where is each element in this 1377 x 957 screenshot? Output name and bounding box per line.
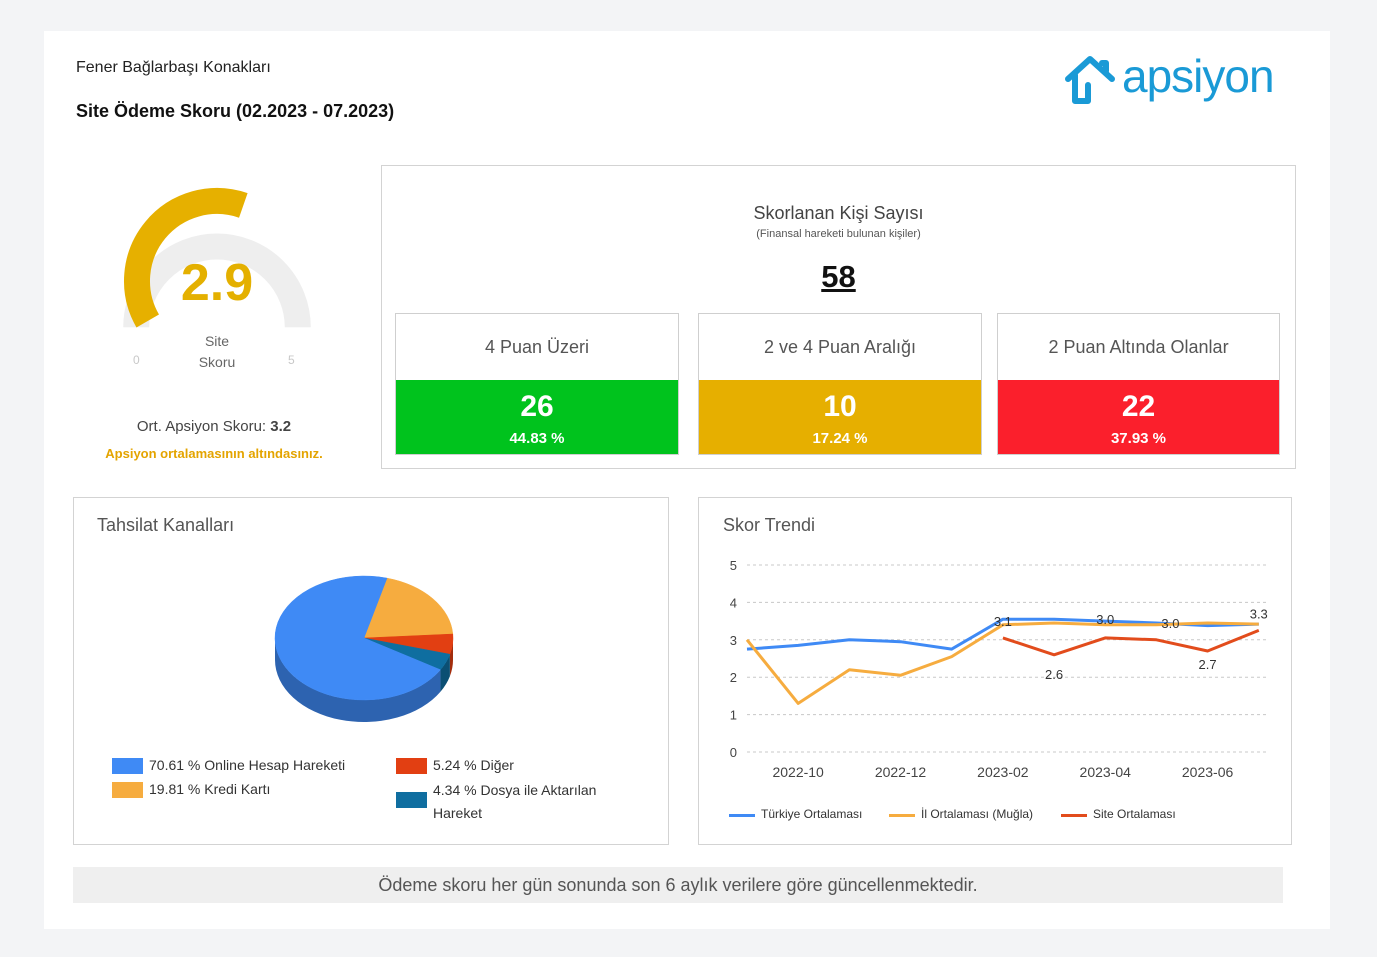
score-trend-chart: 0 1 2 3 4 5 2022-10 2022-12 2023-02 2023-04 2023-0…: [730, 558, 1269, 780]
pie-slice-kredi-kartı: [363, 577, 454, 639]
gauge-label-line1: Site: [204, 333, 230, 349]
collection-channels-panel: Tahsilat Kanalları 70.61 % Online Hesap …: [73, 497, 669, 845]
scored-people-panel: [381, 165, 1296, 469]
scored-people-title: Skorlanan Kişi Sayısı: [753, 203, 924, 223]
pie-side-dosya-ile-aktarılan-hareket: [440, 654, 450, 692]
legend-swatch-online: [112, 758, 143, 774]
x-tick-label: 2023-04: [1080, 764, 1132, 780]
legend-file-transfer-line1: 4.34 % Dosya ile Aktarılan: [433, 782, 597, 798]
pie-side-online-hesap-hareketi: [275, 638, 441, 722]
data-label: 3.3: [1250, 606, 1268, 621]
category-count: 10: [823, 390, 857, 423]
category-above-4: 4 Puan Üzeri 26 44.83 %: [395, 313, 679, 455]
gauge-value: 2.9: [180, 254, 254, 312]
report-page: Fener Bağlarbaşı Konakları Site Ödeme Sk…: [44, 31, 1330, 929]
legend-line-site: [1061, 814, 1087, 817]
y-tick-label: 4: [730, 595, 737, 610]
collection-channels-pie: [274, 575, 454, 722]
data-label: 3.0: [1161, 616, 1179, 631]
category-body: 10 17.24 %: [699, 380, 981, 454]
legend-file-transfer-line2: Hareket: [433, 805, 483, 821]
report-title: Site Ödeme Skoru (02.2023 - 07.2023): [76, 101, 395, 121]
pie-slice-online-hesap-hareketi: [274, 575, 441, 701]
legend-file-transfer: 4.34 % Dosya ile Aktarılan Hareket: [433, 779, 596, 825]
category-count: 22: [1121, 390, 1156, 423]
y-tick-label: 2: [730, 670, 737, 685]
category-percent: 44.83 %: [509, 430, 565, 447]
category-body: 22 37.93 %: [998, 380, 1279, 454]
y-tick-label: 5: [730, 558, 737, 573]
apsiyon-logo: [1065, 56, 1115, 104]
average-score: Ort. Apsiyon Skoru: 3.2: [84, 418, 344, 435]
category-percent: 37.93 %: [1110, 430, 1167, 447]
legend-online: 70.61 % Online Hesap Hareketi: [149, 757, 346, 773]
site-name: Fener Bağlarbaşı Konakları: [76, 59, 271, 76]
scored-people-subtitle: (Finansal hareketi bulunan kişiler): [756, 228, 921, 240]
legend-site: Site Ortalaması: [1093, 807, 1176, 821]
category-label: 2 ve 4 Puan Aralığı: [699, 314, 981, 380]
logo-text: apsiyon: [1122, 50, 1275, 102]
x-tick-label: 2023-06: [1182, 764, 1234, 780]
y-tick-label: 1: [730, 708, 737, 723]
pie-sides: [275, 638, 453, 722]
average-score-value: 3.2: [270, 418, 292, 435]
data-label: 2.7: [1199, 657, 1217, 672]
y-tick-label: 3: [730, 633, 737, 648]
legend-line-turkey: [729, 814, 755, 817]
legend-credit-card: 19.81 % Kredi Kartı: [149, 781, 271, 797]
category-label: 2 Puan Altında Olanlar: [998, 314, 1279, 380]
category-label: 4 Puan Üzeri: [396, 314, 678, 380]
legend-swatch-file-transfer: [396, 792, 427, 808]
category-body: 26 44.83 %: [396, 380, 678, 454]
pie-side-diğer: [449, 638, 453, 677]
gauge-max-label: 5: [288, 353, 295, 367]
legend-turkey: Türkiye Ortalaması: [761, 807, 863, 821]
score-gauge: [123, 188, 311, 328]
series-line-1: [745, 621, 1259, 705]
data-label: 3.0: [1096, 612, 1114, 627]
legend-province: İl Ortalaması (Muğla): [921, 807, 1034, 821]
below-average-warning: Apsiyon ortalamasının altındasınız.: [105, 446, 323, 461]
average-score-label: Ort. Apsiyon Skoru:: [136, 418, 267, 435]
category-below-2: 2 Puan Altında Olanlar 22 37.93 %: [997, 313, 1280, 455]
x-tick-label: 2023-02: [977, 764, 1029, 780]
series-line-2: [1002, 629, 1260, 657]
collection-channels-title: Tahsilat Kanalları: [97, 515, 235, 535]
legend-line-province: [889, 814, 915, 817]
house-icon: [1065, 56, 1115, 104]
legend-other: 5.24 % Diğer: [433, 757, 514, 773]
score-trend-panel: Skor Trendi 0 1 2 3 4 5 2022-10 2022-12 2023-02 2…: [698, 497, 1292, 845]
x-tick-label: 2022-12: [875, 764, 927, 780]
gauge-label: Site Skoru: [176, 331, 258, 373]
data-label: 3.1: [994, 614, 1012, 629]
legend-swatch-credit-card: [112, 782, 143, 798]
category-count: 26: [520, 390, 554, 423]
x-tick-label: 2022-10: [772, 764, 824, 780]
category-percent: 17.24 %: [812, 430, 868, 447]
y-tick-label: 0: [730, 745, 737, 760]
category-2-to-4: 2 ve 4 Puan Aralığı 10 17.24 %: [698, 313, 982, 455]
gauge-min-label: 0: [133, 353, 140, 367]
gauge-label-line2: Skoru: [198, 354, 236, 370]
score-trend-title: Skor Trendi: [723, 515, 816, 535]
gauge-fill-arc: [124, 188, 248, 328]
legend-swatch-other: [396, 758, 427, 774]
update-note: Ödeme skoru her gün sonunda son 6 aylık …: [73, 867, 1283, 903]
scored-people-total: 58: [821, 259, 856, 294]
data-label: 2.6: [1045, 667, 1063, 682]
